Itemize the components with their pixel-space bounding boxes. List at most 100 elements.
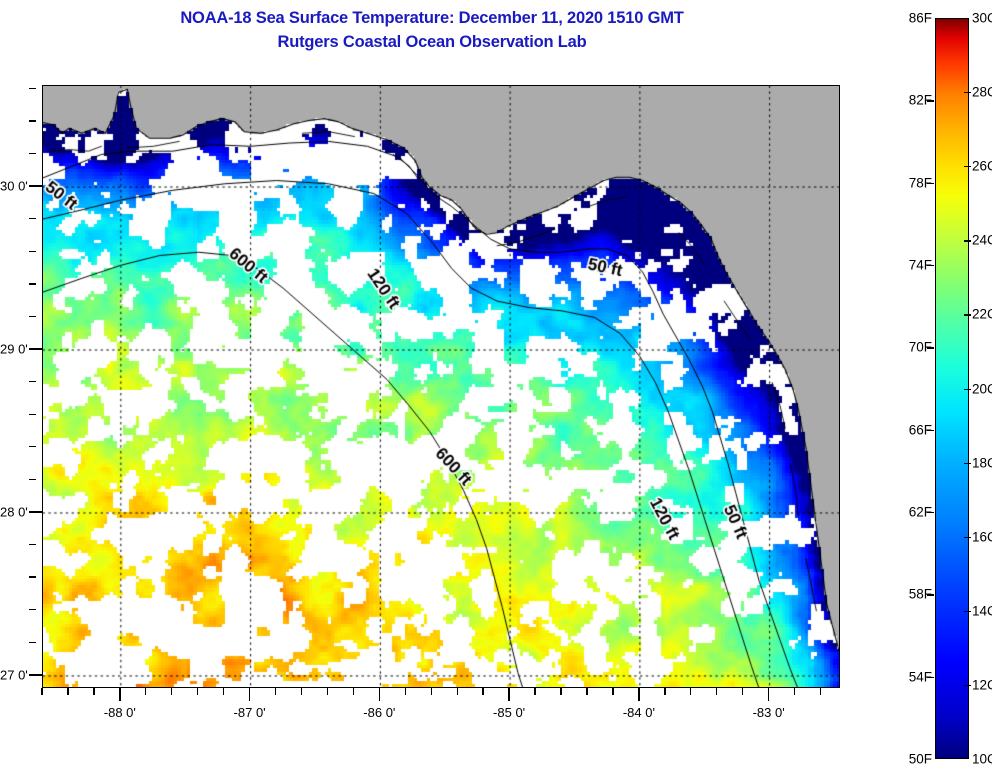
colorbar-tick [964,462,971,464]
colorbar-fahrenheit-label: 74F [908,257,932,273]
y-axis-tick [29,576,36,578]
x-axis-tick [93,688,95,695]
x-axis-tick [326,688,329,695]
y-axis-tick [29,413,36,415]
y-axis-tick [29,217,36,220]
y-axis-tick [29,348,42,350]
colorbar-tick [964,610,971,613]
colorbar-celsius-label: 18C [972,455,992,471]
sst-map-plot-area[interactable] [42,85,840,688]
title-line-2: Rutgers Coastal Ocean Observation Lab [277,33,587,51]
colorbar-tick [964,536,971,538]
map-overlay-layer [43,86,839,687]
colorbar-celsius-label: 28C [972,84,992,100]
colorbar-tick [927,512,934,514]
colorbar-tick [927,100,934,102]
x-axis-tick [145,688,147,695]
colorbar-tick [927,429,934,431]
colorbar-celsius-label: 14C [972,603,992,619]
colorbar-tick [964,166,971,168]
x-axis-tick [378,688,381,701]
colorbar-tick [927,676,934,678]
y-axis-tick [29,380,36,383]
y-axis-tick [29,185,42,187]
x-axis-tick [352,688,355,695]
colorbar-fahrenheit-label: 86F [908,10,932,26]
y-axis-tick [29,609,36,611]
colorbar-tick [927,182,934,184]
x-axis-tick [690,688,692,695]
colorbar-celsius-label: 22C [972,306,992,322]
colorbar-celsius-label: 30C [972,10,992,26]
x-axis-tick [819,688,822,695]
x-axis-tick [586,688,588,695]
y-axis-label: 30 0' [0,178,28,194]
colorbar-celsius-label: 12C [972,677,992,693]
x-axis-tick [404,688,406,695]
colorbar-fahrenheit-label: 58F [908,586,932,602]
colorbar-tick [927,594,934,596]
y-axis-tick [29,120,36,122]
colorbar-tick [964,684,971,687]
x-axis-tick [456,688,458,695]
temperature-colorbar: 30C 28C 26C 24C 22C 20C 18C 16C 14C 12C 10C 86F 82F 7… [868,11,992,767]
x-axis-tick [300,688,303,695]
x-axis-tick [119,688,121,701]
x-axis-label: -87 0' [233,705,266,720]
colorbar-celsius-label: 10C [972,751,992,767]
x-axis-tick [767,688,770,701]
colorbar-celsius-label: 26C [972,158,992,174]
colorbar-celsius-label: 16C [972,529,992,545]
x-axis-tick [222,688,225,695]
x-axis-label: -84 0' [622,705,655,720]
colorbar-fahrenheit-label: 82F [908,92,932,108]
colorbar-tick [964,92,971,94]
x-axis-tick [793,688,796,695]
colorbar-fahrenheit-label: 66F [908,422,932,438]
x-axis-label: -85 0' [493,705,526,720]
y-axis-label: 28 0' [0,504,28,520]
x-axis-tick [274,688,277,695]
y-axis-label: 27 0' [0,667,28,683]
y-axis-tick [29,87,36,89]
colorbar-fahrenheit-label: 54F [908,669,932,685]
x-axis-label: -86 0' [363,705,396,720]
y-axis-tick [29,250,36,252]
x-axis-tick [612,688,614,695]
y-axis-tick [29,543,36,546]
y-axis-tick [29,152,36,155]
x-axis-tick [508,688,510,701]
x-axis-tick [560,688,562,695]
colorbar-fahrenheit-label: 78F [908,175,932,191]
title-line-1: NOAA-18 Sea Surface Temperature: Decembe… [180,9,684,27]
x-axis-tick [534,688,536,695]
colorbar-tick [964,314,971,316]
x-axis-tick [664,688,666,695]
y-axis-label: 29 0' [0,341,28,357]
colorbar-tick [927,265,934,267]
y-axis-tick [29,446,36,448]
x-axis-tick [67,688,69,695]
x-axis-tick [430,688,432,695]
x-axis-tick [248,688,251,701]
y-axis-tick [29,511,42,513]
x-axis-tick [482,688,484,695]
chart-title-block: NOAA-18 Sea Surface Temperature: Decembe… [0,6,864,54]
colorbar-celsius-label: 24C [972,232,992,248]
x-axis-label: -83 0' [752,705,785,720]
x-axis-tick [716,688,718,695]
x-axis-tick [197,688,199,695]
y-axis-tick [29,674,42,676]
colorbar-fahrenheit-label: 50F [908,751,932,767]
x-axis-tick [741,688,744,695]
colorbar-tick [927,347,934,349]
y-axis-tick [29,283,36,285]
colorbar-tick [964,240,971,242]
colorbar-fahrenheit-label: 70F [908,339,932,355]
x-axis-tick [638,688,640,701]
x-axis-tick [171,688,173,695]
colorbar-tick [964,388,971,390]
x-axis-tick [41,688,43,695]
y-axis-tick [29,315,36,318]
colorbar-gradient [935,18,969,759]
